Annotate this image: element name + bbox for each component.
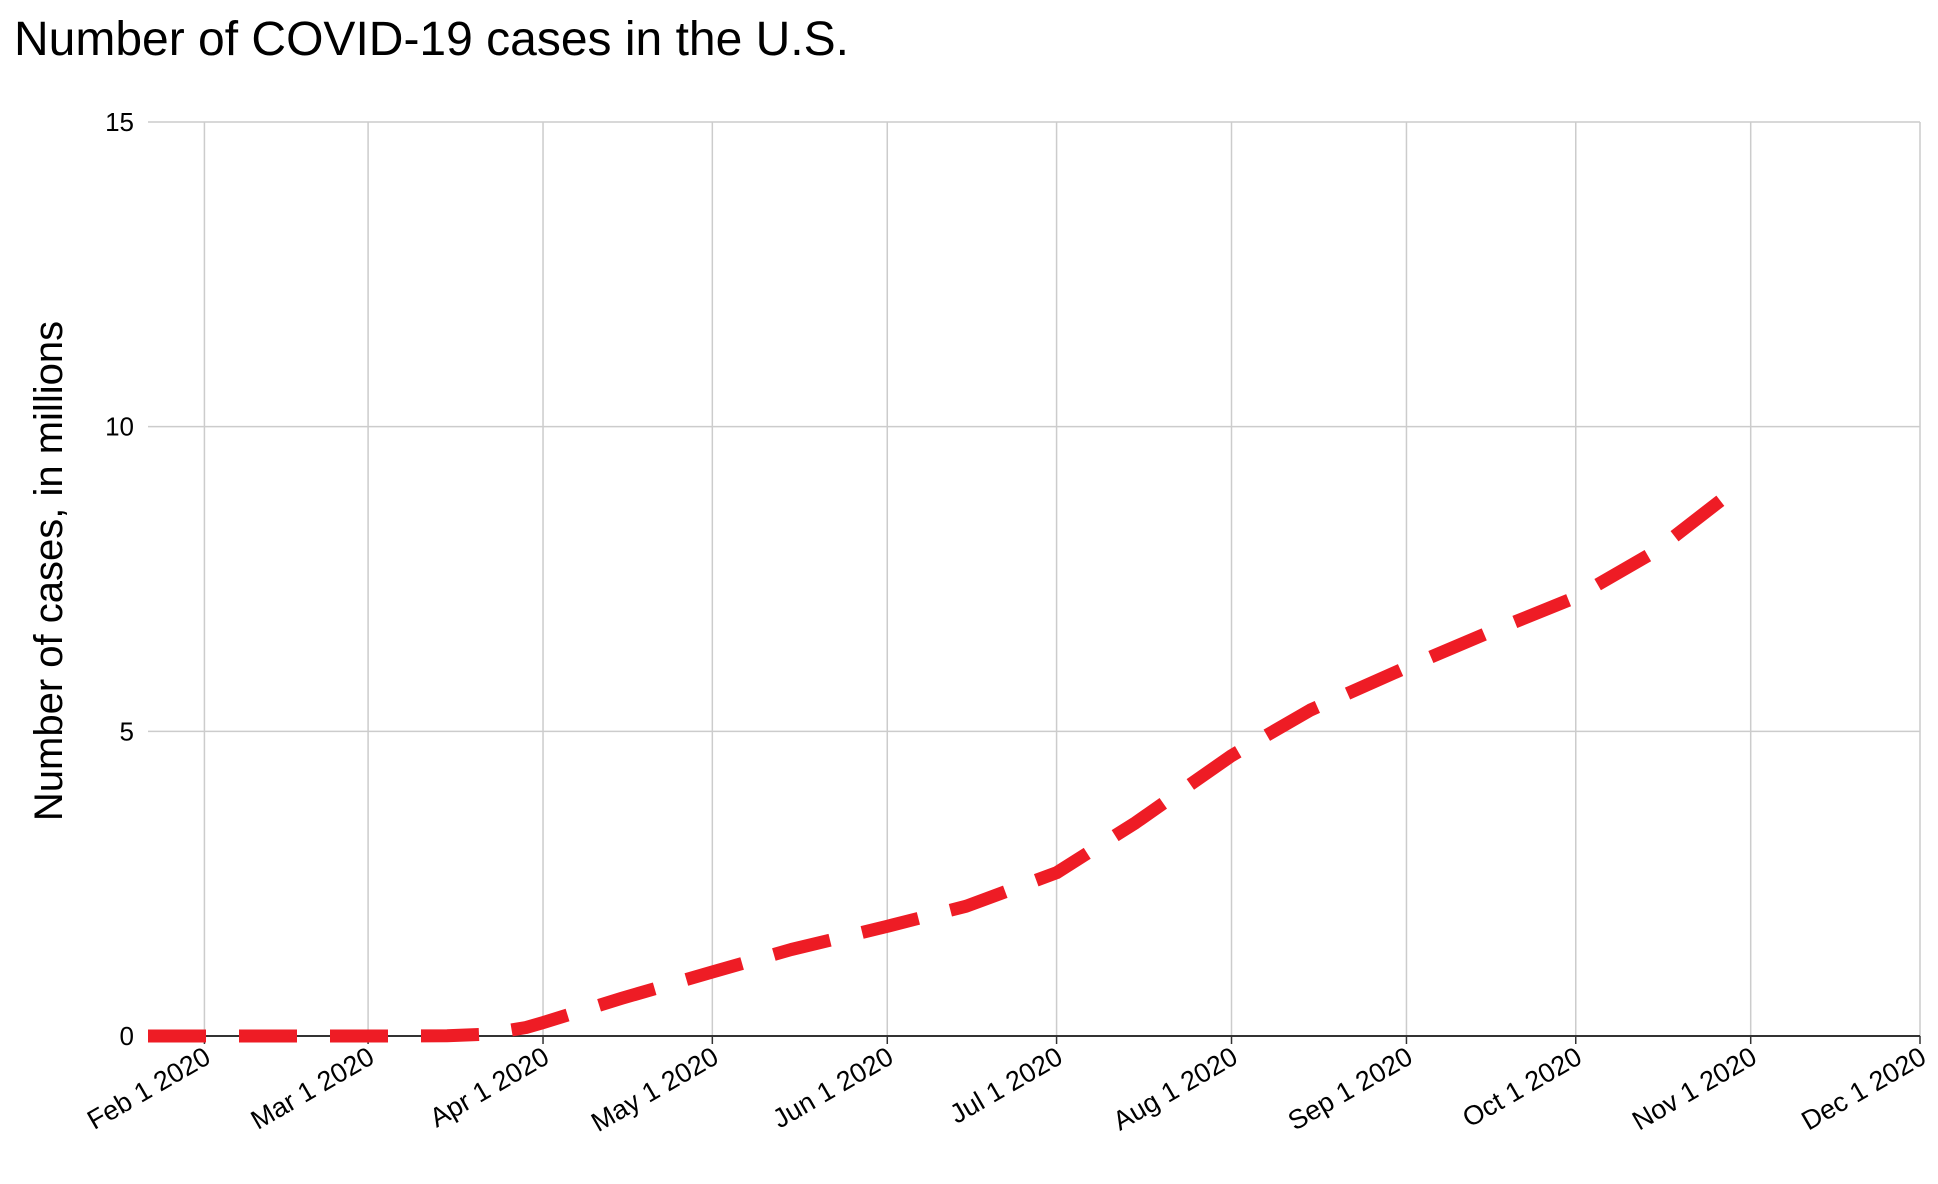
data-point bbox=[1744, 481, 1746, 483]
data-point bbox=[1484, 633, 1486, 635]
x-tick-label: May 1 2020 bbox=[586, 1041, 723, 1138]
x-tick-label: Sep 1 2020 bbox=[1283, 1041, 1418, 1136]
data-series bbox=[148, 476, 1750, 1043]
y-tick-label: 15 bbox=[105, 107, 134, 137]
data-point bbox=[1654, 551, 1656, 553]
x-tick-label: Nov 1 2020 bbox=[1627, 1041, 1762, 1136]
x-tick-labels: Feb 1 2020 Mar 1 2020 Apr 1 2020 May 1 2020… bbox=[82, 1041, 1931, 1138]
chart-title: Number of COVID-19 cases in the U.S. bbox=[14, 13, 849, 66]
x-tick-label: Jul 1 2020 bbox=[945, 1041, 1068, 1129]
y-tick-label: 10 bbox=[105, 412, 134, 442]
y-tick-label: 5 bbox=[120, 716, 134, 746]
x-tick-label: Aug 1 2020 bbox=[1108, 1041, 1243, 1136]
grid-lines bbox=[148, 121, 1921, 1044]
x-tick-label: Dec 1 2020 bbox=[1796, 1041, 1931, 1136]
series-line bbox=[148, 476, 1750, 1043]
x-tick-label: Oct 1 2020 bbox=[1457, 1041, 1586, 1133]
y-axis-label: Number of cases, in millions bbox=[27, 321, 71, 821]
y-tick-label: 0 bbox=[120, 1021, 134, 1051]
x-tick-label: Apr 1 2020 bbox=[425, 1041, 554, 1133]
y-tick-labels: 0 5 10 15 bbox=[105, 107, 134, 1051]
data-point bbox=[486, 1033, 488, 1035]
x-tick-label: Jun 1 2020 bbox=[768, 1041, 899, 1134]
x-tick-label: Mar 1 2020 bbox=[246, 1041, 379, 1135]
x-tick-label: Feb 1 2020 bbox=[82, 1041, 215, 1135]
